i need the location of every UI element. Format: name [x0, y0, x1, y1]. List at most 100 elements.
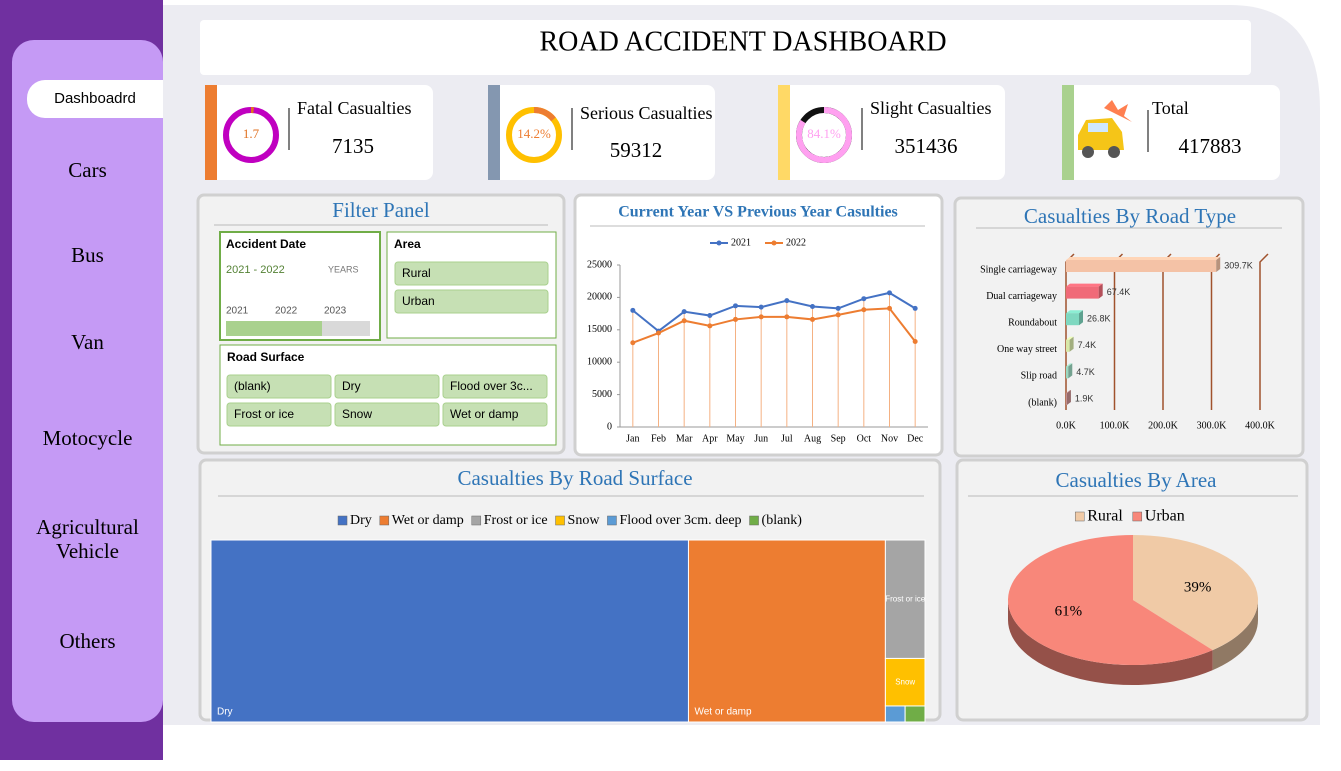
cell-label: Frost or ice — [885, 594, 926, 603]
legend-label: Wet or damp — [392, 513, 464, 528]
slicer-title: Road Surface — [227, 350, 305, 364]
title: ROAD ACCIDENT DASHBOARD — [539, 26, 946, 57]
y-tick-label: Slip road — [1021, 371, 1057, 382]
slicer-item[interactable] — [226, 402, 332, 427]
year-segment — [226, 321, 274, 336]
sidebar: Dashboadrd Cars Bus Van Motocycle Agricultura… — [12, 40, 163, 722]
x-tick-label: 100.0K — [1100, 420, 1131, 431]
panel-title: Filter Panel — [332, 198, 430, 222]
legend-label: (blank) — [762, 513, 803, 528]
chart-title: Casualties By Road Type — [1024, 204, 1236, 228]
point — [681, 309, 687, 315]
slicer-item-label: Urban — [402, 294, 435, 308]
date-range: 2021 - 2022 — [226, 264, 285, 276]
y-tick-label: 10000 — [587, 356, 612, 367]
slicer-item[interactable] — [394, 289, 549, 314]
bar-top — [1066, 336, 1074, 340]
point — [887, 290, 892, 296]
y-tick-label: 20000 — [587, 292, 612, 303]
date-unit: YEARS — [328, 264, 359, 274]
kpi-label: Total — [1152, 98, 1189, 118]
crash-icon — [1078, 100, 1132, 158]
slicer-item-label: (blank) — [234, 379, 271, 393]
ring-label: 14.2% — [517, 126, 551, 141]
bar — [1066, 313, 1079, 326]
kpi-accent — [488, 85, 500, 180]
x-tick-label: Sep — [831, 433, 846, 444]
x-tick-label: Dec — [907, 433, 924, 444]
slicer-item-label: Rural — [402, 266, 431, 280]
sidebar-panel — [12, 40, 163, 722]
bar-top — [1066, 390, 1071, 393]
slicer-item[interactable] — [442, 374, 548, 399]
nav-item[interactable]: Others — [59, 629, 116, 653]
nav-item[interactable]: Cars — [68, 158, 107, 182]
data-label: 39% — [1184, 579, 1212, 595]
y-tick-label: Dual carriageway — [986, 291, 1057, 302]
y-tick-label: (blank) — [1028, 397, 1057, 408]
point — [784, 298, 790, 304]
ring-share — [796, 107, 852, 163]
x-tick-label: 200.0K — [1148, 420, 1179, 431]
legend-label: Rural — [1087, 508, 1123, 525]
nav-item[interactable]: Motocycle — [42, 426, 133, 450]
legend-label: 2021 — [731, 237, 751, 248]
pie-side — [1008, 600, 1213, 686]
legend-swatch — [749, 515, 759, 526]
bar-side — [1068, 363, 1073, 379]
chart-title: Current Year VS Previous Year Casulties — [618, 204, 898, 221]
slicer-item-label: Snow — [342, 407, 372, 421]
point — [681, 318, 687, 324]
point — [758, 304, 764, 310]
treemap-cell — [884, 705, 906, 723]
slicer-item[interactable] — [226, 374, 332, 399]
point — [810, 316, 815, 322]
slicer-item-label: Wet or damp — [450, 407, 519, 421]
legend-swatch — [379, 515, 390, 526]
bar-side — [1078, 310, 1083, 326]
y-tick-label: Single carriageway — [980, 264, 1057, 275]
y-tick-label: 5000 — [592, 389, 612, 400]
bar-top — [1066, 363, 1073, 367]
point — [656, 330, 661, 336]
ring-label: 1.7 — [243, 126, 260, 141]
legend: 2021 2022 — [710, 237, 806, 248]
year-segment — [322, 321, 370, 336]
treemap-cell — [904, 705, 926, 723]
legend-swatch — [337, 515, 348, 526]
nav-item[interactable]: Bus — [71, 243, 104, 267]
nav-item[interactable]: Dashboadrd — [27, 80, 163, 118]
legend-label: Flood over 3cm. deep — [619, 513, 741, 528]
nav-item[interactable]: Agricultural Vehicle — [36, 515, 139, 563]
slicer-item[interactable] — [334, 374, 440, 399]
point — [758, 314, 764, 320]
data-label: 4.7K — [1076, 367, 1095, 377]
slicer-item[interactable] — [334, 402, 440, 427]
pie-side — [1212, 600, 1258, 671]
cell-label: Dry — [217, 707, 233, 718]
series-line — [632, 291, 916, 333]
slicer-title: Accident Date — [226, 237, 306, 251]
ring-share — [533, 107, 556, 122]
kpi-label: Slight Casualties — [870, 98, 992, 118]
year-segment — [274, 321, 322, 336]
bar — [1066, 393, 1067, 405]
year-label: 2021 — [226, 306, 249, 317]
legend-swatch — [1132, 511, 1143, 522]
x-tick-label: Nov — [881, 433, 898, 444]
point — [835, 305, 841, 311]
slicer-item[interactable] — [442, 402, 548, 427]
slicer-item-label: Flood over 3c... — [450, 379, 533, 393]
bar — [1066, 366, 1069, 379]
kpi-accent — [778, 85, 790, 180]
x-tick-label: Jan — [626, 433, 639, 444]
nav-item[interactable]: Van — [71, 330, 104, 354]
kpi-accent — [205, 85, 217, 180]
slicer-item[interactable] — [394, 261, 549, 286]
legend-label: 2022 — [786, 237, 806, 248]
x-tick-label: Oct — [857, 433, 872, 444]
cell-label: Wet or damp — [694, 707, 751, 718]
chart-title: Casualties By Road Surface — [457, 466, 692, 490]
